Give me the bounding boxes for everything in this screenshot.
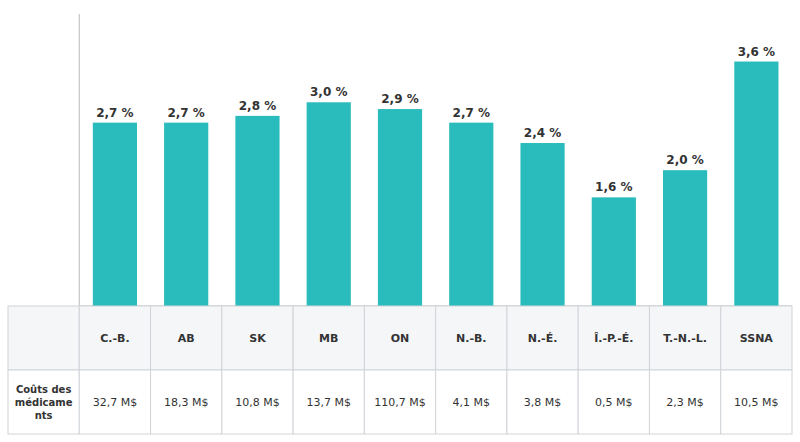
- table-cell: [721, 370, 792, 434]
- table-row-label: nts: [35, 410, 53, 421]
- chart-container: 2,7 % 2,7 % 2,8 % 3,0 % 2,9 % 2,7 % 2,4 % 1,6 %…: [0, 0, 800, 442]
- table-cell: [364, 306, 435, 370]
- y-axis-line: [79, 14, 80, 306]
- bar: [307, 102, 351, 306]
- category-label: ON: [391, 332, 410, 345]
- category-label: AB: [178, 332, 195, 345]
- data-label: 3,6 %: [738, 45, 775, 59]
- table-cell: [507, 306, 578, 370]
- data-label: 2,8 %: [239, 99, 276, 113]
- table-row-label: médicame: [15, 397, 73, 408]
- data-label: 2,0 %: [666, 153, 703, 167]
- data-label: 3,0 %: [310, 85, 347, 99]
- data-labels: 2,7 % 2,7 % 2,8 % 3,0 % 2,9 % 2,7 % 2,4 % 1,6 %…: [96, 45, 775, 195]
- table-cell: [293, 370, 364, 434]
- table-cell: [151, 306, 222, 370]
- category-label: SK: [249, 332, 266, 345]
- table-cell: [649, 370, 720, 434]
- table-value: 2,3 M$: [666, 396, 703, 409]
- table-value: 10,8 M$: [235, 396, 279, 409]
- table-cell: [222, 306, 293, 370]
- bar: [164, 123, 208, 306]
- table-cell: [721, 306, 792, 370]
- bar: [378, 109, 422, 306]
- table-value: 3,8 M$: [524, 396, 561, 409]
- table-value: 13,7 M$: [306, 396, 350, 409]
- table: C.-B. AB SK MB ON N.-B. N.‑É. Î.-P.-É. T.-N.-L. S…: [8, 306, 792, 434]
- table-cell: [578, 306, 649, 370]
- category-label: SSNA: [740, 332, 774, 345]
- bar: [663, 170, 707, 306]
- table-cell: [79, 306, 150, 370]
- table-value: 110,7 M$: [374, 396, 425, 409]
- table-value: 4,1 M$: [453, 396, 490, 409]
- bar: [734, 62, 778, 306]
- category-label: C.-B.: [100, 332, 129, 345]
- category-label: MB: [319, 332, 338, 345]
- bar: [592, 197, 636, 306]
- table-cell: [151, 370, 222, 434]
- table-cell: [436, 306, 507, 370]
- table-value: 18,3 M$: [164, 396, 208, 409]
- data-label: 2,7 %: [453, 106, 490, 120]
- table-cell: [436, 370, 507, 434]
- table-cell: [8, 306, 79, 370]
- table-cell: [578, 370, 649, 434]
- table-value: 32,7 M$: [93, 396, 137, 409]
- category-label: T.-N.-L.: [663, 332, 707, 345]
- data-label: 2,7 %: [96, 106, 133, 120]
- bars: [93, 62, 779, 306]
- data-label: 2,4 %: [524, 126, 561, 140]
- table-row-label: Coûts des: [16, 384, 71, 395]
- data-label: 2,7 %: [167, 106, 204, 120]
- table-cell: [364, 370, 435, 434]
- bar: [93, 123, 137, 306]
- table-cell: [222, 370, 293, 434]
- data-label: 1,6 %: [595, 180, 632, 194]
- category-label: Î.-P.-É.: [594, 332, 633, 345]
- table-value: 10,5 M$: [734, 396, 778, 409]
- category-label: N.‑É.: [528, 332, 558, 345]
- category-label: N.-B.: [456, 332, 487, 345]
- bar: [520, 143, 564, 306]
- bar: [449, 123, 493, 306]
- table-value: 0,5 M$: [595, 396, 632, 409]
- data-label: 2,9 %: [381, 92, 418, 106]
- table-cell: [79, 370, 150, 434]
- table-cell: [649, 306, 720, 370]
- bar: [235, 116, 279, 306]
- table-cell: [293, 306, 364, 370]
- chart-svg: 2,7 % 2,7 % 2,8 % 3,0 % 2,9 % 2,7 % 2,4 % 1,6 %…: [0, 0, 800, 442]
- table-cell: [507, 370, 578, 434]
- table-cell: [8, 370, 79, 434]
